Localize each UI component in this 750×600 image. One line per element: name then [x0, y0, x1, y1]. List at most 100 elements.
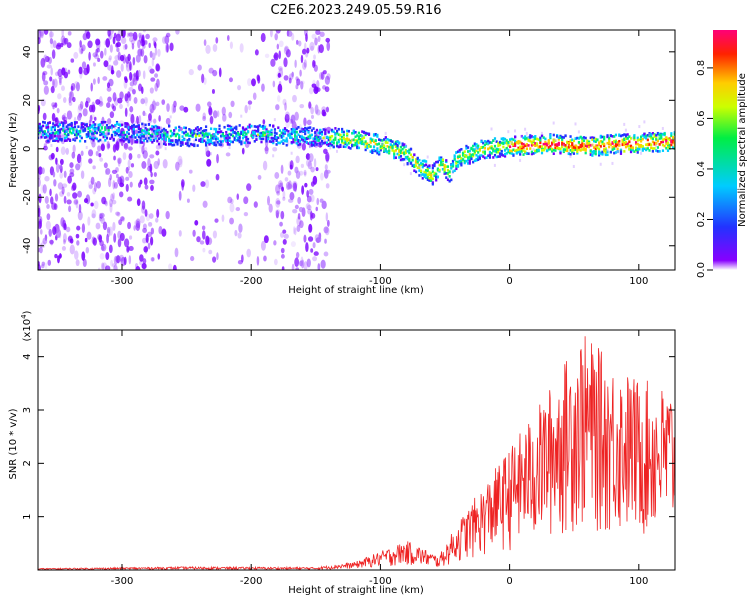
- spectrogram-ridge-cell: [414, 158, 418, 161]
- spectrogram-noise-cell: [66, 192, 71, 197]
- spectrogram-noise-cell: [326, 126, 332, 132]
- spectrogram-ridge-cell: [671, 146, 675, 149]
- spectrogram-ridge-cell: [292, 138, 295, 141]
- spectrogram-noise-cell: [69, 172, 75, 178]
- spectrogram-ridge-cell: [655, 136, 658, 140]
- spectrogram-noise-cell: [256, 74, 260, 82]
- spectrogram-ridge-cell: [606, 135, 609, 139]
- spectrogram-noise-cell: [169, 42, 174, 52]
- spectrogram-noise-cell: [142, 237, 147, 244]
- spectrogram-ridge-cell: [208, 132, 211, 136]
- spectrogram-ridge-cell: [183, 131, 186, 135]
- spectrogram-noise-cell: [95, 38, 101, 46]
- spectrogram-ridge-cell: [263, 133, 266, 137]
- spectrogram-ridge-cell: [206, 135, 209, 139]
- spectrogram-ridge-cell: [413, 153, 416, 156]
- spectrogram-ridge-cell: [119, 123, 122, 127]
- spectrogram-ridge-cell: [589, 151, 592, 154]
- spectrogram-ridge-cell: [537, 138, 540, 141]
- spectrogram-ridge-cell: [604, 150, 607, 154]
- spectrogram-noise-cell: [215, 173, 220, 181]
- spectrogram-ridge-cell: [236, 133, 240, 136]
- spectrogram-ridge-cell: [63, 139, 67, 142]
- spectrogram-ridge-cell: [451, 164, 455, 168]
- spectrogram-halo-cell: [510, 141, 513, 145]
- spectrogram-ridge-cell: [386, 138, 389, 141]
- spectrogram-ridge-cell: [524, 135, 527, 138]
- spectrogram-noise-cell: [307, 161, 313, 170]
- spectrogram-halo-cell: [94, 135, 97, 139]
- spectrogram-ridge-cell: [115, 132, 119, 135]
- spectrogram-ridge-cell: [468, 162, 471, 165]
- spectrogram-ridge-cell: [579, 149, 582, 152]
- spectrogram-ridge-cell: [406, 157, 409, 161]
- spectrogram-noise-cell: [215, 37, 219, 44]
- spectrogram-ridge-cell: [171, 143, 174, 147]
- spectrogram-ridge-cell: [485, 142, 488, 146]
- spectrogram-noise-cell: [81, 251, 86, 261]
- spectrogram-noise-cell: [188, 169, 193, 174]
- spectrogram-ridge-cell: [448, 179, 451, 183]
- spectrogram-noise-cell: [127, 221, 132, 230]
- spectrogram-ridge-cell: [606, 141, 609, 145]
- spectrogram-halo-cell: [383, 148, 386, 152]
- spectrogram-x-tick-label: -300: [111, 276, 134, 287]
- spectrogram-noise-cell: [136, 115, 139, 124]
- spectrogram-ridge-cell: [290, 141, 293, 144]
- spectrogram-ridge-cell: [302, 136, 305, 139]
- spectrogram-noise-cell: [282, 238, 287, 245]
- spectrogram-ridge-cell: [203, 133, 206, 136]
- spectrogram-ridge-cell: [220, 140, 223, 144]
- spectrogram-halo-cell: [384, 131, 387, 135]
- spectrogram-ridge-cell: [608, 142, 611, 145]
- spectrogram-noise-cell: [292, 94, 297, 103]
- spectrogram-ridge-cell: [47, 130, 50, 134]
- spectrogram-ridge-cell: [141, 132, 144, 136]
- spectrogram-noise-cell: [228, 111, 233, 119]
- spectrogram-noise-cell: [137, 83, 143, 92]
- spectrogram-noise-cell: [277, 83, 283, 93]
- spectrogram-noise-cell: [88, 104, 94, 113]
- spectrogram-noise-cell: [38, 205, 41, 214]
- spectrogram-ridge-cell: [391, 145, 394, 149]
- spectrogram-ridge-cell: [42, 133, 45, 137]
- spectrogram-noise-cell: [278, 40, 284, 48]
- spectrogram-noise-cell: [76, 225, 81, 231]
- spectrogram-noise-cell: [216, 252, 219, 260]
- spectrogram-ridge-cell: [335, 142, 339, 145]
- spectrogram-ridge-cell: [104, 139, 107, 142]
- spectrogram-halo-cell: [70, 114, 73, 118]
- spectrogram-ridge-cell: [562, 143, 565, 146]
- spectrogram-ridge-cell: [487, 139, 490, 143]
- spectrogram-noise-cell: [59, 158, 64, 166]
- spectrogram-noise-cell: [91, 209, 97, 219]
- spectrogram-ridge-cell: [48, 121, 51, 124]
- spectrogram-ridge-cell: [243, 135, 246, 138]
- spectrogram-ridge-cell: [314, 131, 317, 135]
- snr-x-ticks: -300 -200 -100 0 100: [111, 330, 648, 587]
- spectrogram-noise-cell: [140, 48, 145, 57]
- spectrogram-ridge-cell: [376, 149, 379, 153]
- spectrogram-noise-cell: [68, 91, 72, 98]
- spectrogram-noise-cell: [314, 37, 318, 46]
- spectrogram-halo-cell: [90, 134, 93, 138]
- spectrogram-ridge-cell: [453, 154, 456, 157]
- spectrogram-ridge-cell: [624, 136, 628, 139]
- spectrogram-ridge-cell: [216, 132, 219, 136]
- spectrogram-noise-cell: [95, 99, 101, 105]
- spectrogram-noise-cell: [202, 230, 206, 240]
- spectrogram-ridge-cell: [478, 147, 481, 151]
- spectrogram-ridge-cell: [310, 141, 313, 144]
- spectrogram-ridge-cell: [65, 130, 68, 134]
- spectrogram-ridge-cell: [330, 134, 334, 138]
- spectrogram-noise-cell: [139, 260, 145, 266]
- spectrogram-ridge-cell: [475, 149, 478, 153]
- spectrogram-ridge-cell: [383, 138, 386, 141]
- spectrogram-ridge-cell: [154, 124, 157, 128]
- spectrogram-ridge-cell: [428, 173, 431, 177]
- spectrogram-ridge-cell: [661, 149, 665, 152]
- spectrogram-ridge-cell: [393, 156, 396, 160]
- spectrogram-noise-cell: [157, 253, 161, 260]
- spectrogram-ridge-cell: [330, 128, 334, 132]
- spectrogram-ridge-cell: [151, 133, 154, 136]
